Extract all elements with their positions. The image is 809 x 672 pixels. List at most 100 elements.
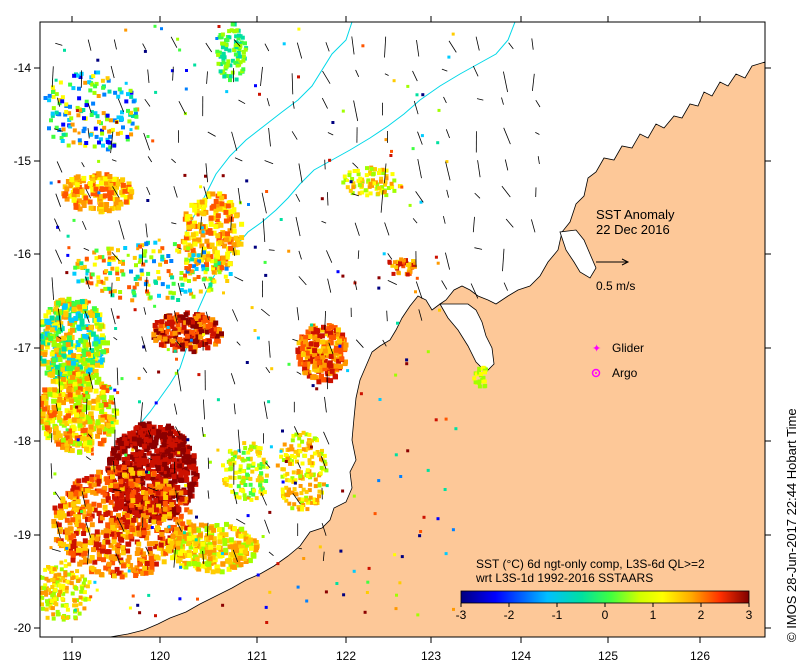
sst-pixel <box>172 346 178 352</box>
sst-pixel <box>297 361 303 367</box>
sst-pixel <box>71 86 76 91</box>
sst-pixel <box>82 543 88 549</box>
sst-pixel <box>205 253 210 258</box>
sst-pixel <box>293 478 298 483</box>
sst-pixel <box>380 167 385 172</box>
sst-pixel <box>72 544 78 550</box>
current-arrow <box>178 247 182 250</box>
sst-pixel <box>202 250 206 255</box>
sst-pixel <box>65 179 71 184</box>
sst-pixel <box>57 583 62 588</box>
sst-pixel <box>123 246 128 250</box>
sst-pixel <box>93 490 99 496</box>
sst-pixel <box>84 141 89 145</box>
current-arrow <box>87 102 92 114</box>
sst-pixel <box>60 498 66 504</box>
sst-pixel <box>383 180 388 185</box>
current-arrow <box>355 339 364 348</box>
sst-pixel <box>151 249 156 254</box>
sst-pixel <box>197 532 203 538</box>
current-arrow <box>232 549 238 562</box>
sst-pixel <box>64 393 70 399</box>
sst-pixel <box>114 502 120 508</box>
sst-pixel <box>150 526 154 529</box>
current-arrow <box>237 429 241 454</box>
sst-pixel <box>49 327 55 333</box>
sst-pixel <box>291 479 296 484</box>
sst-pixel <box>188 263 193 268</box>
sst-pixel <box>137 470 143 476</box>
current-arrow <box>114 397 117 419</box>
sst-pixel <box>133 444 138 450</box>
sst-pixel <box>216 398 220 402</box>
sst-pixel <box>307 439 312 444</box>
sst-pixel <box>97 119 101 124</box>
current-arrow <box>353 100 359 122</box>
current-arrow <box>236 341 241 346</box>
sst-pixel <box>246 463 251 468</box>
sst-pixel <box>116 465 121 471</box>
sst-pixel <box>61 400 66 406</box>
sst-pixel <box>346 369 350 373</box>
sst-pixel <box>224 467 229 472</box>
sst-pixel <box>295 349 301 355</box>
sst-pixel <box>97 140 101 145</box>
sst-pixel <box>239 235 245 241</box>
current-arrow <box>474 247 483 250</box>
sst-pixel <box>94 184 100 190</box>
sst-pixel <box>107 428 113 434</box>
sst-pixel <box>112 118 117 123</box>
sst-pixel <box>222 74 227 79</box>
sst-pixel <box>44 318 50 324</box>
sst-pixel <box>196 275 201 279</box>
current-arrow <box>298 163 303 183</box>
sst-pixel <box>138 430 144 435</box>
sst-pixel <box>135 547 141 553</box>
sst-pixel <box>314 367 320 373</box>
sst-pixel <box>297 443 302 448</box>
sst-pixel <box>301 430 306 435</box>
sst-pixel <box>111 450 117 456</box>
sst-pixel <box>67 347 73 353</box>
current-arrow <box>170 36 178 48</box>
sst-pixel <box>107 479 113 484</box>
sst-pixel <box>140 570 146 576</box>
sst-pixel <box>246 456 251 461</box>
sst-pixel <box>220 255 226 261</box>
sst-pixel <box>197 322 203 327</box>
sst-pixel <box>297 436 302 441</box>
sst-pixel <box>130 114 135 118</box>
sst-pixel <box>186 460 192 465</box>
sst-pixel <box>67 526 73 532</box>
sst-pixel <box>99 187 105 192</box>
sst-pixel <box>99 424 105 430</box>
sst-pixel <box>49 181 53 185</box>
sst-pixel <box>82 116 86 121</box>
sst-pixel <box>53 430 58 435</box>
sst-pixel <box>178 470 184 476</box>
sst-pixel <box>201 277 206 282</box>
sst-pixel <box>204 561 210 567</box>
sst-pixel <box>245 472 250 477</box>
sst-pixel <box>411 262 416 267</box>
sst-pixel <box>294 492 299 497</box>
sst-pixel <box>183 173 187 177</box>
sst-pixel <box>480 366 485 371</box>
current-arrow <box>321 522 327 536</box>
sst-pixel <box>47 372 53 378</box>
sst-pixel <box>75 265 80 270</box>
sst-pixel <box>69 116 74 121</box>
sst-pixel <box>53 587 58 592</box>
current-arrow <box>352 193 360 197</box>
sst-pixel <box>70 517 76 523</box>
current-arrow <box>54 218 61 232</box>
sst-pixel <box>135 282 140 287</box>
sst-pixel <box>127 119 132 124</box>
sst-pixel <box>87 558 92 564</box>
sst-pixel <box>324 468 329 473</box>
sst-pixel <box>241 556 247 562</box>
sst-pixel <box>141 423 147 428</box>
sst-pixel <box>88 325 94 331</box>
sst-pixel <box>123 199 129 205</box>
sst-pixel <box>71 495 77 501</box>
